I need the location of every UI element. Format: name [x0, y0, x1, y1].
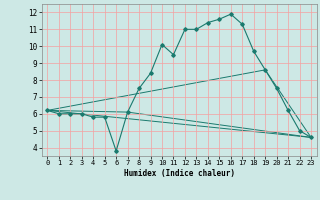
X-axis label: Humidex (Indice chaleur): Humidex (Indice chaleur) [124, 169, 235, 178]
